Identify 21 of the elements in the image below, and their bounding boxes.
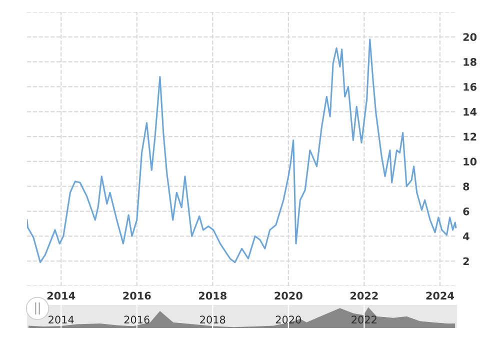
y-tick-label: 4 [463, 232, 470, 240]
x-tick-label: 2022 [350, 292, 378, 300]
y-tick-label: 8 [463, 182, 470, 190]
y-tick-label: 10 [464, 158, 477, 166]
x-tick-label: 2020 [274, 292, 302, 300]
y-tick-label: 12 [464, 132, 476, 141]
x-tick-label: 2016 [123, 292, 151, 300]
x-tick-label: 2018 [200, 316, 226, 324]
y-tick-label: 14 [464, 108, 477, 116]
y-tick-label: 18 [464, 58, 476, 66]
x-tick-label: 2024 [426, 292, 454, 300]
y-tick-label: 16 [464, 82, 476, 91]
x-tick-label: 2018 [198, 292, 226, 300]
x-tick-label: 2014 [47, 292, 76, 300]
x-tick-label: 2014 [48, 316, 74, 324]
x-tick-label: 2016 [124, 316, 150, 324]
y-tick-label: 2 [463, 257, 469, 266]
y-tick-label: 20 [463, 33, 477, 42]
y-tick-label: 6 [463, 208, 470, 216]
x-tick-label: 2020 [276, 316, 301, 324]
line-series [27, 38, 457, 264]
